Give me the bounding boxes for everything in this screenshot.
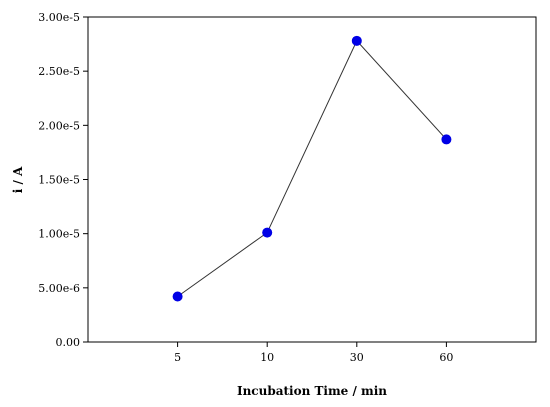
y-tick-label: 3.00e-5 bbox=[38, 11, 80, 24]
data-markers bbox=[172, 35, 452, 302]
x-axis: 5 10 30 60 bbox=[174, 342, 453, 364]
x-tick-label: 30 bbox=[350, 351, 364, 364]
data-point bbox=[262, 227, 273, 238]
series-line bbox=[177, 39, 447, 297]
y-tick-label: 2.00e-5 bbox=[38, 119, 80, 132]
y-tick-label: 1.00e-5 bbox=[38, 228, 80, 241]
y-tick-label: 1.50e-5 bbox=[38, 174, 80, 187]
x-tick-label: 60 bbox=[439, 351, 453, 364]
data-point bbox=[351, 35, 362, 46]
plot-area bbox=[87, 16, 537, 343]
y-axis: 0.00 5.00e-6 1.00e-5 1.50e-5 2.00e-5 2.50e-5 3… bbox=[38, 11, 88, 349]
data-point bbox=[172, 291, 183, 302]
x-tick-label: 10 bbox=[260, 351, 274, 364]
data-point bbox=[441, 134, 452, 145]
y-tick-label: 2.50e-5 bbox=[38, 65, 80, 78]
y-tick-label: 0.00 bbox=[56, 336, 81, 349]
y-axis-label: i / A bbox=[11, 166, 25, 193]
x-axis-label: Incubation Time / min bbox=[237, 384, 387, 398]
x-tick-label: 5 bbox=[174, 351, 181, 364]
y-tick-label: 5.00e-6 bbox=[38, 282, 80, 295]
